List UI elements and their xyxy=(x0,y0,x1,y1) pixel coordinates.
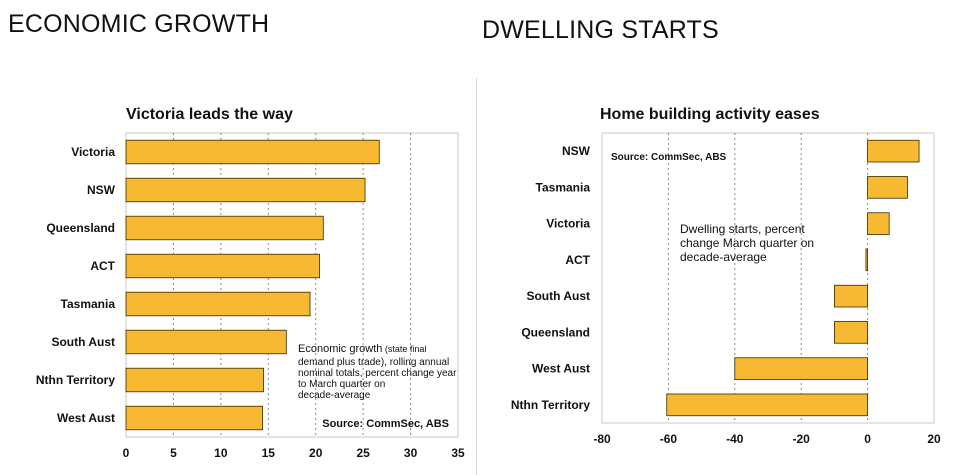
category-label: ACT xyxy=(565,253,590,267)
source-note: Source: CommSec, ABS xyxy=(611,152,727,163)
bar xyxy=(125,405,263,431)
category-label: NSW xyxy=(87,183,116,197)
bar xyxy=(834,321,869,344)
x-tick-label: 20 xyxy=(927,432,941,446)
annotation-line: Economic growth (state final xyxy=(298,343,426,355)
x-tick-label: 10 xyxy=(214,446,228,460)
plot-frame xyxy=(601,132,935,424)
plot-frame xyxy=(125,132,459,438)
source-note: Source: CommSec, ABS xyxy=(322,418,449,430)
annotation-line: Dwelling starts, percent xyxy=(680,222,805,236)
annotation-line: decade-average xyxy=(298,390,371,401)
bar xyxy=(666,393,868,417)
bar xyxy=(867,176,908,199)
x-tick-label: -20 xyxy=(793,432,811,446)
category-label: West Aust xyxy=(532,362,590,376)
category-label: ACT xyxy=(90,259,115,273)
category-label: Queensland xyxy=(521,325,590,339)
x-tick-label: 35 xyxy=(451,446,465,460)
annotation-line: demand plus trade), rolling annual xyxy=(298,357,449,368)
bar xyxy=(125,215,324,241)
left-heading: ECONOMIC GROWTH xyxy=(8,10,270,38)
category-label: South Aust xyxy=(51,335,115,349)
economic-growth-chart: Victoria leads the way 0 5 10 15 20 25 30 35 Vict… xyxy=(36,106,465,460)
x-tick-label: 0 xyxy=(123,446,130,460)
x-tick-label: 20 xyxy=(309,446,323,460)
x-tick-label: 25 xyxy=(356,446,370,460)
bar xyxy=(125,253,320,279)
category-label: South Aust xyxy=(526,289,590,303)
bar xyxy=(734,357,868,380)
bar xyxy=(834,284,869,308)
right-heading: DWELLING STARTS xyxy=(482,16,719,44)
x-tick-label: 0 xyxy=(864,432,871,446)
bar xyxy=(125,367,264,393)
annotation-line: change March quarter on xyxy=(680,236,814,250)
x-tick-label: 5 xyxy=(170,446,177,460)
category-label: West Aust xyxy=(57,411,115,425)
bar xyxy=(125,177,366,203)
annotation-line: to March quarter on xyxy=(298,379,385,390)
category-label: Queensland xyxy=(46,221,115,235)
chart-title: Victoria leads the way xyxy=(126,106,293,123)
x-tick-label: -60 xyxy=(660,432,678,446)
category-label: Tasmania xyxy=(61,297,116,311)
annotation-line: decade-average xyxy=(680,250,767,264)
annotation-line: nominal totals, percent change year xyxy=(298,368,457,379)
bar xyxy=(125,291,311,317)
category-label: NSW xyxy=(562,144,591,158)
x-tick-label: 15 xyxy=(262,446,276,460)
category-label: Tasmania xyxy=(536,180,591,194)
bar xyxy=(865,248,869,272)
bar xyxy=(125,139,380,165)
x-tick-label: -80 xyxy=(593,432,611,446)
bar xyxy=(867,139,920,163)
category-label: Nthn Territory xyxy=(36,373,115,387)
x-tick-label: 30 xyxy=(404,446,418,460)
panel-divider xyxy=(476,78,477,475)
bar xyxy=(125,329,287,355)
category-label: Victoria xyxy=(546,217,590,231)
bar xyxy=(867,212,890,235)
category-label: Victoria xyxy=(71,145,115,159)
category-label: Nthn Territory xyxy=(511,398,590,412)
chart-title: Home building activity eases xyxy=(600,106,820,123)
x-tick-label: -40 xyxy=(726,432,744,446)
